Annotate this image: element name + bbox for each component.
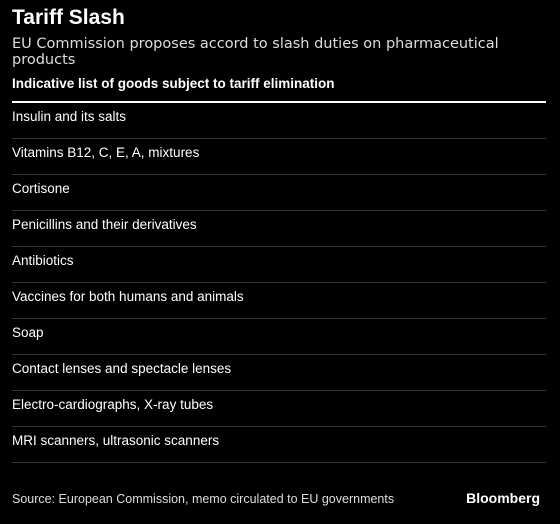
table-row: Electro-cardiographs, X-ray tubes	[12, 391, 546, 427]
table-row: Antibiotics	[12, 247, 546, 283]
source: Source: European Commission, memo circul…	[12, 492, 395, 506]
table-row: MRI scanners, ultrasonic scanners	[12, 427, 546, 463]
title: Tariff Slash	[12, 6, 125, 29]
table-row: Soap	[12, 319, 546, 355]
table-row: Vitamins B12, C, E, A, mixtures	[12, 139, 546, 175]
table-row: Contact lenses and spectacle lenses	[12, 355, 546, 391]
table-row: Cortisone	[12, 175, 546, 211]
table-row: Penicillins and their derivatives	[12, 211, 546, 247]
table-body: Insulin and its salts Vitamins B12, C, E,…	[12, 103, 546, 463]
brand: Bloomberg	[466, 490, 540, 506]
subtitle: EU Commission proposes accord to slash d…	[12, 36, 499, 68]
table-header: Indicative list of goods subject to tari…	[12, 76, 546, 103]
table-row: Vaccines for both humans and animals	[12, 283, 546, 319]
table-row: Insulin and its salts	[12, 103, 546, 139]
